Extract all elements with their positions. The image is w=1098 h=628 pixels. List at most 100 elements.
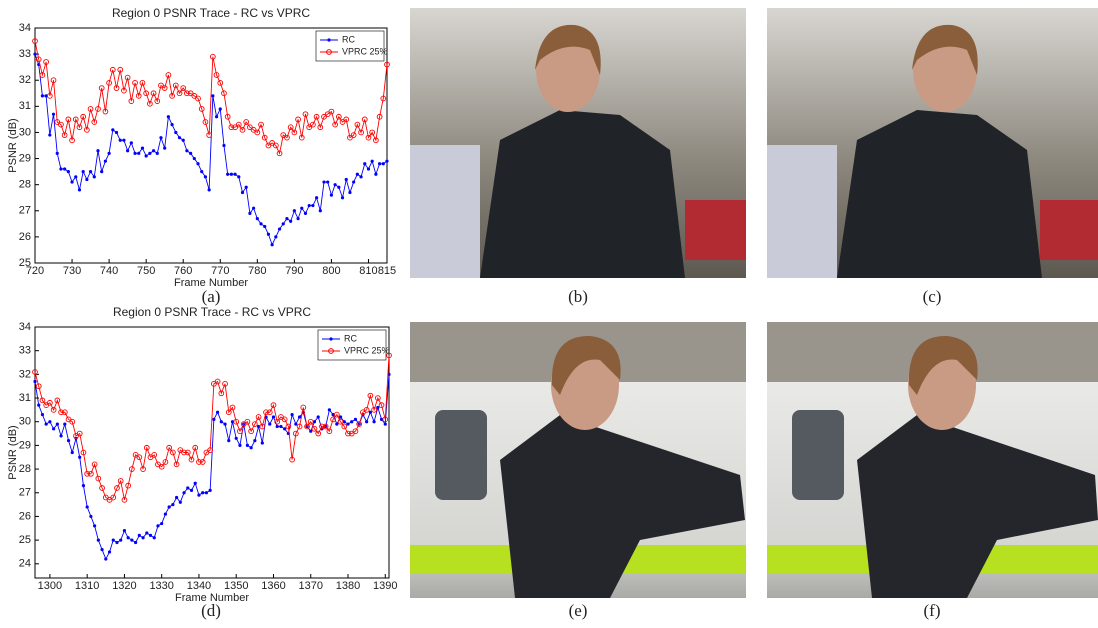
y-tick-label: 33: [19, 345, 31, 357]
data-point: [104, 557, 107, 560]
data-point: [67, 439, 70, 442]
y-tick-label: 34: [19, 22, 31, 34]
data-point: [41, 413, 44, 416]
data-point: [33, 53, 36, 56]
photo-b: [410, 8, 746, 278]
data-point: [137, 152, 140, 155]
data-point: [178, 136, 181, 139]
data-point: [141, 536, 144, 539]
data-point: [37, 404, 40, 407]
data-point: [378, 162, 381, 165]
data-point: [33, 380, 36, 383]
data-point: [209, 489, 212, 492]
y-axis-label: PSNR (dB): [7, 118, 19, 172]
data-point: [179, 501, 182, 504]
data-point: [315, 196, 318, 199]
data-point: [252, 207, 255, 210]
x-tick-label: 1330: [149, 580, 173, 592]
y-tick-label: 26: [19, 231, 31, 243]
data-point: [212, 418, 215, 421]
data-point: [175, 496, 178, 499]
data-point: [193, 157, 196, 160]
x-tick-label: 760: [174, 265, 192, 277]
y-tick-label: 33: [19, 48, 31, 60]
data-point: [279, 425, 282, 428]
data-point: [123, 529, 126, 532]
data-point: [371, 160, 374, 163]
data-point: [253, 439, 256, 442]
data-point: [115, 131, 118, 134]
x-axis-label: Frame Number: [175, 592, 249, 604]
data-point: [119, 539, 122, 542]
data-point: [354, 418, 357, 421]
data-point: [200, 170, 203, 173]
data-point: [56, 152, 59, 155]
data-point: [122, 139, 125, 142]
x-tick-label: 770: [211, 265, 229, 277]
data-point: [59, 167, 62, 170]
data-point: [278, 227, 281, 230]
data-point: [226, 173, 229, 176]
data-point: [145, 531, 148, 534]
y-tick-label: 25: [19, 257, 31, 269]
data-point: [130, 539, 133, 542]
data-point: [256, 217, 259, 220]
data-point: [293, 209, 296, 212]
data-point: [337, 186, 340, 189]
data-point: [346, 422, 349, 425]
data-point: [156, 524, 159, 527]
data-point: [322, 180, 325, 183]
data-point: [335, 422, 338, 425]
legend-label: RC: [342, 34, 355, 44]
photo-f: [767, 322, 1098, 598]
data-point: [149, 534, 152, 537]
data-point: [108, 152, 111, 155]
x-tick-label: 1300: [38, 580, 62, 592]
data-point: [186, 486, 189, 489]
data-point: [304, 212, 307, 215]
data-point: [376, 406, 379, 409]
x-axis-label: Frame Number: [174, 277, 248, 289]
data-point: [171, 503, 174, 506]
data-point: [74, 175, 77, 178]
data-point: [78, 456, 81, 459]
data-point: [71, 451, 74, 454]
data-point: [352, 180, 355, 183]
data-point: [100, 548, 103, 551]
x-tick-label: 800: [322, 265, 340, 277]
data-point: [190, 489, 193, 492]
data-point: [86, 505, 89, 508]
data-point: [167, 115, 170, 118]
data-point: [359, 175, 362, 178]
x-tick-label: 1320: [112, 580, 136, 592]
data-point: [78, 188, 81, 191]
data-point: [289, 220, 292, 223]
data-point: [219, 107, 222, 110]
data-point: [82, 484, 85, 487]
data-point: [85, 178, 88, 181]
data-point: [250, 446, 253, 449]
data-point: [185, 149, 188, 152]
data-point: [319, 209, 322, 212]
data-point: [127, 536, 130, 539]
data-point: [89, 170, 92, 173]
y-tick-label: 32: [19, 368, 31, 380]
legend-marker: [327, 38, 330, 41]
data-point: [156, 152, 159, 155]
data-point: [367, 167, 370, 170]
data-point: [259, 222, 262, 225]
data-point: [356, 173, 359, 176]
data-point: [189, 152, 192, 155]
data-point: [248, 212, 251, 215]
data-point: [159, 136, 162, 139]
y-tick-label: 34: [19, 321, 31, 333]
data-point: [197, 494, 200, 497]
y-tick-label: 27: [19, 487, 31, 499]
photo-e: [410, 322, 746, 598]
data-point: [372, 420, 375, 423]
data-point: [63, 422, 66, 425]
y-tick-label: 28: [19, 179, 31, 191]
data-point: [48, 420, 51, 423]
data-point: [93, 524, 96, 527]
data-point: [133, 152, 136, 155]
